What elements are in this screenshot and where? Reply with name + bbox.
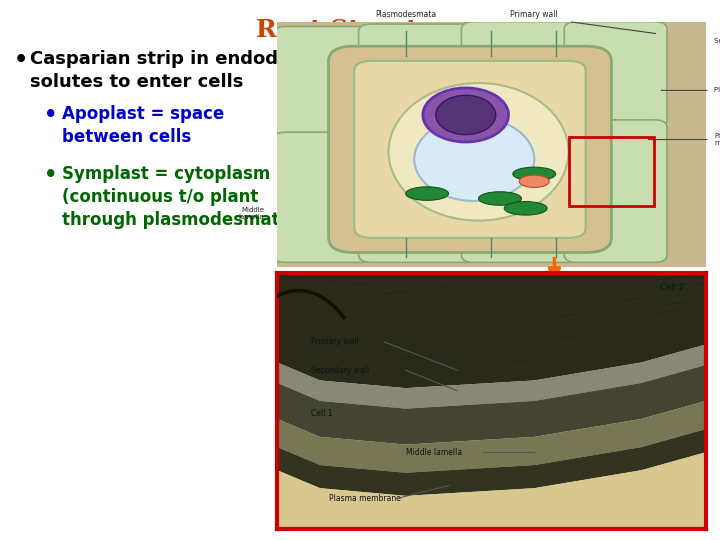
Text: Root Structure: Root Structure xyxy=(256,18,464,42)
Ellipse shape xyxy=(423,88,508,142)
FancyBboxPatch shape xyxy=(462,22,581,98)
Polygon shape xyxy=(277,401,706,473)
Ellipse shape xyxy=(389,83,569,221)
Polygon shape xyxy=(277,429,706,496)
Ellipse shape xyxy=(436,95,495,134)
FancyBboxPatch shape xyxy=(359,174,479,262)
FancyBboxPatch shape xyxy=(354,61,585,238)
Ellipse shape xyxy=(519,175,549,187)
Text: Middle lamella: Middle lamella xyxy=(406,448,462,457)
FancyBboxPatch shape xyxy=(328,46,611,253)
Text: Middle
lamella: Middle lamella xyxy=(239,207,264,220)
Text: •: • xyxy=(44,165,58,185)
Text: Plasma membrane: Plasma membrane xyxy=(328,494,400,503)
Text: Primary wall: Primary wall xyxy=(510,10,558,19)
Text: Symplast = cytoplasm
(continuous t/o plant
through plasmodesmata): Symplast = cytoplasm (continuous t/o pla… xyxy=(62,165,298,229)
Text: Plasmodesmata: Plasmodesmata xyxy=(375,10,436,19)
FancyBboxPatch shape xyxy=(273,26,376,139)
FancyBboxPatch shape xyxy=(462,181,581,262)
Text: Apoplast = space
between cells: Apoplast = space between cells xyxy=(62,105,224,146)
Ellipse shape xyxy=(504,201,547,215)
Polygon shape xyxy=(277,365,706,444)
Ellipse shape xyxy=(479,192,521,205)
Text: Primary wall: Primary wall xyxy=(312,338,359,347)
Ellipse shape xyxy=(414,117,534,201)
Ellipse shape xyxy=(513,167,556,181)
Text: Plasma
membrane: Plasma membrane xyxy=(714,133,720,146)
FancyBboxPatch shape xyxy=(359,24,479,107)
Ellipse shape xyxy=(406,187,449,200)
Text: Secondary wall: Secondary wall xyxy=(714,38,720,44)
Text: •: • xyxy=(14,50,28,70)
FancyBboxPatch shape xyxy=(273,132,376,262)
FancyBboxPatch shape xyxy=(564,22,667,127)
Text: Casparian strip in endodermis forces all water &
solutes to enter cells: Casparian strip in endodermis forces all… xyxy=(30,50,521,91)
Text: Plant cell: Plant cell xyxy=(714,87,720,93)
Polygon shape xyxy=(277,273,706,388)
Polygon shape xyxy=(277,345,706,409)
Text: •: • xyxy=(44,105,58,125)
Text: Cell 1: Cell 1 xyxy=(312,409,333,418)
Text: Secondary wall: Secondary wall xyxy=(312,366,370,375)
Text: Cell 2: Cell 2 xyxy=(660,283,684,292)
Polygon shape xyxy=(277,453,706,529)
FancyBboxPatch shape xyxy=(564,120,667,262)
Bar xyxy=(569,137,654,206)
